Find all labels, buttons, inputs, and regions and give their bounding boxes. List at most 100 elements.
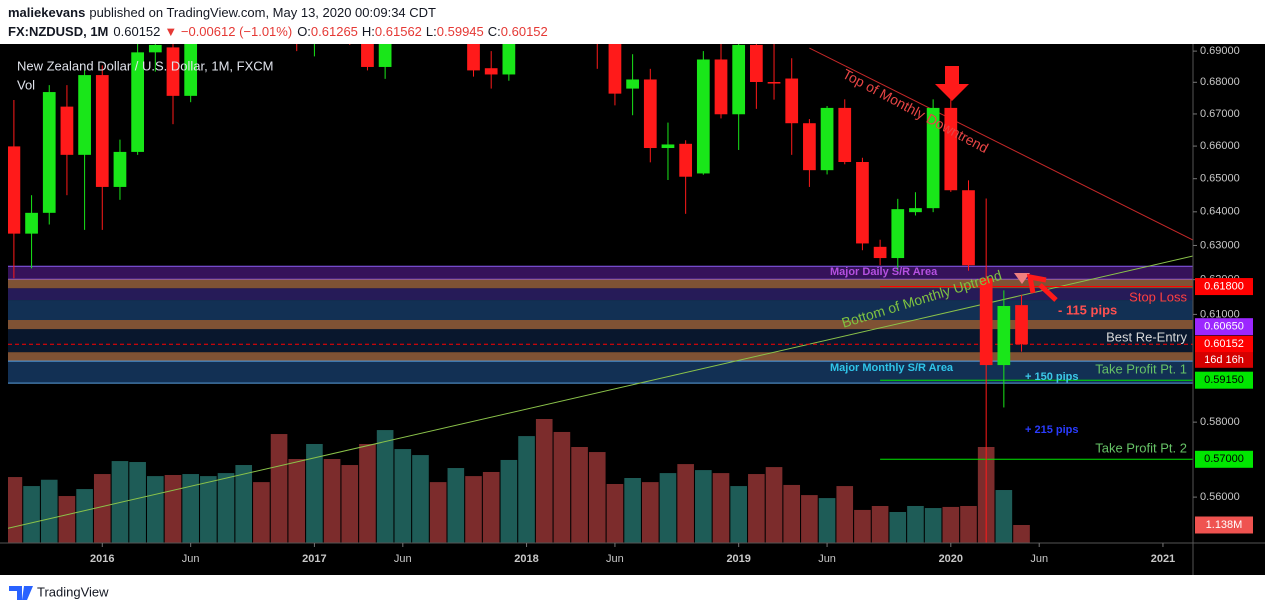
x-tick-label: 2020	[939, 553, 963, 565]
volume-bar	[217, 473, 235, 543]
volume-bar	[76, 489, 93, 543]
author: maliekevans	[8, 5, 85, 20]
candle-body	[643, 79, 657, 149]
candle-body	[803, 123, 816, 171]
x-tick-label: 2017	[302, 553, 326, 565]
volume-bar	[871, 505, 889, 543]
down-arrow	[935, 66, 969, 101]
candle-body	[166, 47, 180, 96]
volume-bar	[571, 446, 588, 543]
volume-bar	[270, 434, 288, 543]
volume-bar	[465, 476, 482, 543]
y-tick-label: 0.67000	[1200, 108, 1240, 120]
price-label-box	[1195, 371, 1253, 389]
candle-body	[767, 81, 781, 84]
o-prefix: O:	[297, 24, 311, 39]
annotation: Major Monthly S/R Area	[830, 362, 954, 374]
volume-bar	[801, 495, 818, 543]
zone	[8, 352, 1193, 362]
volume-bar	[588, 452, 606, 543]
annotation: + 215 pips	[1025, 424, 1079, 436]
volume-bar	[147, 476, 164, 543]
volume-bar	[447, 468, 465, 543]
candle-body	[749, 44, 763, 82]
volume-bar	[942, 506, 960, 543]
price-label: 0.61800	[1204, 280, 1244, 292]
volume-bar	[500, 459, 518, 543]
candle-body	[679, 143, 693, 177]
price-label: 0.59150	[1204, 374, 1244, 386]
candle-body	[838, 107, 852, 163]
candle-body	[997, 306, 1011, 366]
volume-bar	[659, 473, 677, 543]
header-bg	[0, 0, 1265, 44]
candle-body	[131, 52, 145, 152]
candle-body	[78, 75, 91, 155]
volume-bar	[924, 508, 942, 543]
volume-bar	[359, 443, 376, 543]
volume-bar	[854, 509, 871, 543]
candle-body	[502, 44, 516, 75]
h-prefix: H:	[362, 24, 375, 39]
candle-body	[184, 44, 198, 96]
x-tick-label: Jun	[1030, 553, 1048, 565]
volume-bar	[288, 459, 306, 543]
trend-line	[8, 255, 1193, 529]
candle-body	[148, 44, 162, 53]
annotation: - 115 pips	[1058, 302, 1117, 317]
zone	[8, 279, 1193, 289]
volume-bar	[23, 486, 40, 543]
x-tick-label: 2016	[90, 553, 114, 565]
y-tick-label: 0.61000	[1200, 308, 1240, 320]
volume-bar	[535, 419, 553, 543]
volume-bar	[730, 486, 747, 543]
candle-body	[820, 107, 834, 171]
change: ▼ −0.00612 (−1.01%)	[164, 24, 292, 39]
annotation: Take Profit Pt. 2	[1095, 440, 1187, 455]
y-tick-label: 0.56000	[1200, 491, 1240, 503]
brand: TradingView	[37, 584, 109, 599]
x-tick-label: 2019	[726, 553, 750, 565]
volume-bar	[818, 498, 836, 543]
volume-bar	[323, 459, 341, 543]
marker-triangle	[1014, 273, 1030, 284]
published: published on TradingView.com, May 13, 20…	[89, 5, 436, 20]
price-label: 0.60650	[1204, 321, 1244, 333]
candle-body	[696, 59, 710, 174]
y-tick-label: 0.63000	[1200, 239, 1240, 251]
volume-bar	[712, 473, 730, 543]
candle-body	[909, 208, 922, 213]
candle-body	[95, 75, 109, 187]
volume-bar	[553, 431, 571, 543]
volume-bar	[235, 465, 253, 543]
candles	[8, 44, 1028, 543]
o-value: 0.61265	[311, 24, 358, 39]
candle-body	[785, 78, 799, 124]
x-tick-label: Jun	[394, 553, 412, 565]
candle-body	[608, 44, 622, 94]
volume-label: 1.138M	[1206, 519, 1243, 531]
l-prefix: L:	[426, 24, 437, 39]
volume-bar	[412, 455, 429, 543]
candle-body	[378, 44, 392, 67]
candle-body	[891, 209, 905, 259]
zone	[8, 300, 1193, 321]
candle-body	[661, 144, 675, 149]
price-label: 0.57000	[1204, 453, 1244, 465]
volume-bar	[93, 474, 111, 543]
candle-body	[979, 278, 993, 366]
candle-body	[113, 151, 127, 187]
last-price: 0.60152	[113, 24, 160, 39]
volume-bar	[253, 482, 270, 543]
volume-bar	[995, 490, 1013, 543]
y-tick-label: 0.64000	[1200, 206, 1240, 218]
volume-bar	[58, 496, 76, 543]
x-tick-label: 2021	[1151, 553, 1175, 565]
x-tick-label: Jun	[182, 553, 200, 565]
volume-bar	[129, 462, 146, 543]
symbol-line: FX:NZDUSD, 1M 0.60152 ▼ −0.00612 (−1.01%) O…	[8, 24, 548, 39]
volume-bar	[907, 505, 924, 543]
y-tick-label: 0.58000	[1200, 416, 1240, 428]
candle-body	[944, 107, 958, 191]
